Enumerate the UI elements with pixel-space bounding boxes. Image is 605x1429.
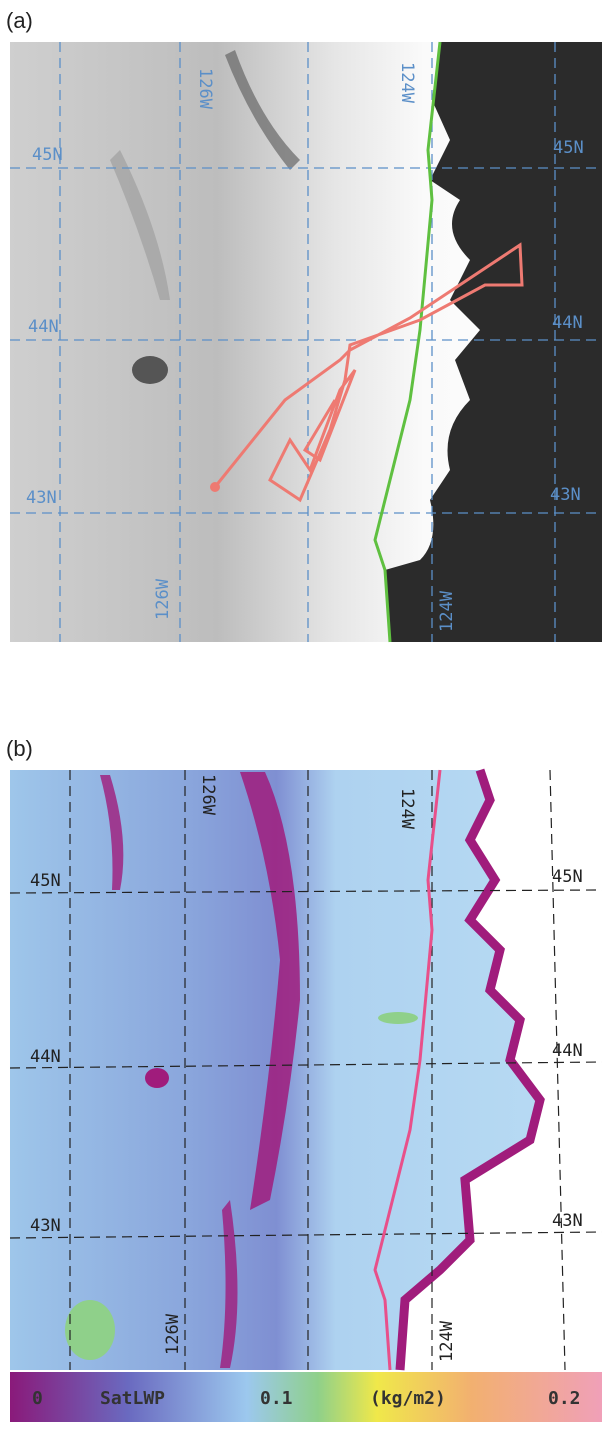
lat-label: 43N [26,488,57,508]
panel-label: (b) [6,736,33,761]
lon-label: 124W [397,788,417,830]
lon-label: 124W [437,590,457,632]
lat-label: 43N [550,485,581,505]
colorbar-label: (kg/m2) [370,1388,446,1409]
lat-label: 45N [552,867,583,887]
satellite-image [10,42,602,642]
colorbar [10,1372,602,1422]
colorbar-label: 0.2 [548,1388,581,1409]
lat-label: 44N [552,1041,583,1061]
track-start [210,482,220,492]
lat-label: 45N [30,871,61,891]
colorbar-label: SatLWP [100,1388,165,1409]
lon-label: 126W [163,1313,183,1355]
lat-label: 45N [553,138,584,158]
lon-label: 126W [153,578,173,620]
colorbar-label: 0 [32,1388,43,1409]
lon-label: 126W [198,774,218,816]
lat-label: 44N [28,317,59,337]
colorbar-label: 0.1 [260,1388,293,1409]
lon-label: 126W [195,68,215,110]
lon-label: 124W [437,1320,457,1362]
lon-label: 124W [397,62,417,104]
lat-label: 45N [32,145,63,165]
lat-label: 44N [552,313,583,333]
lwp-image [10,770,602,1370]
lat-label: 43N [30,1216,61,1236]
lat-label: 43N [552,1211,583,1231]
panel-label: (a) [6,8,33,33]
figure: (a) 126W 124W 45N 45N 44N 44N 43N 43N 12… [0,0,605,1429]
lat-label: 44N [30,1047,61,1067]
